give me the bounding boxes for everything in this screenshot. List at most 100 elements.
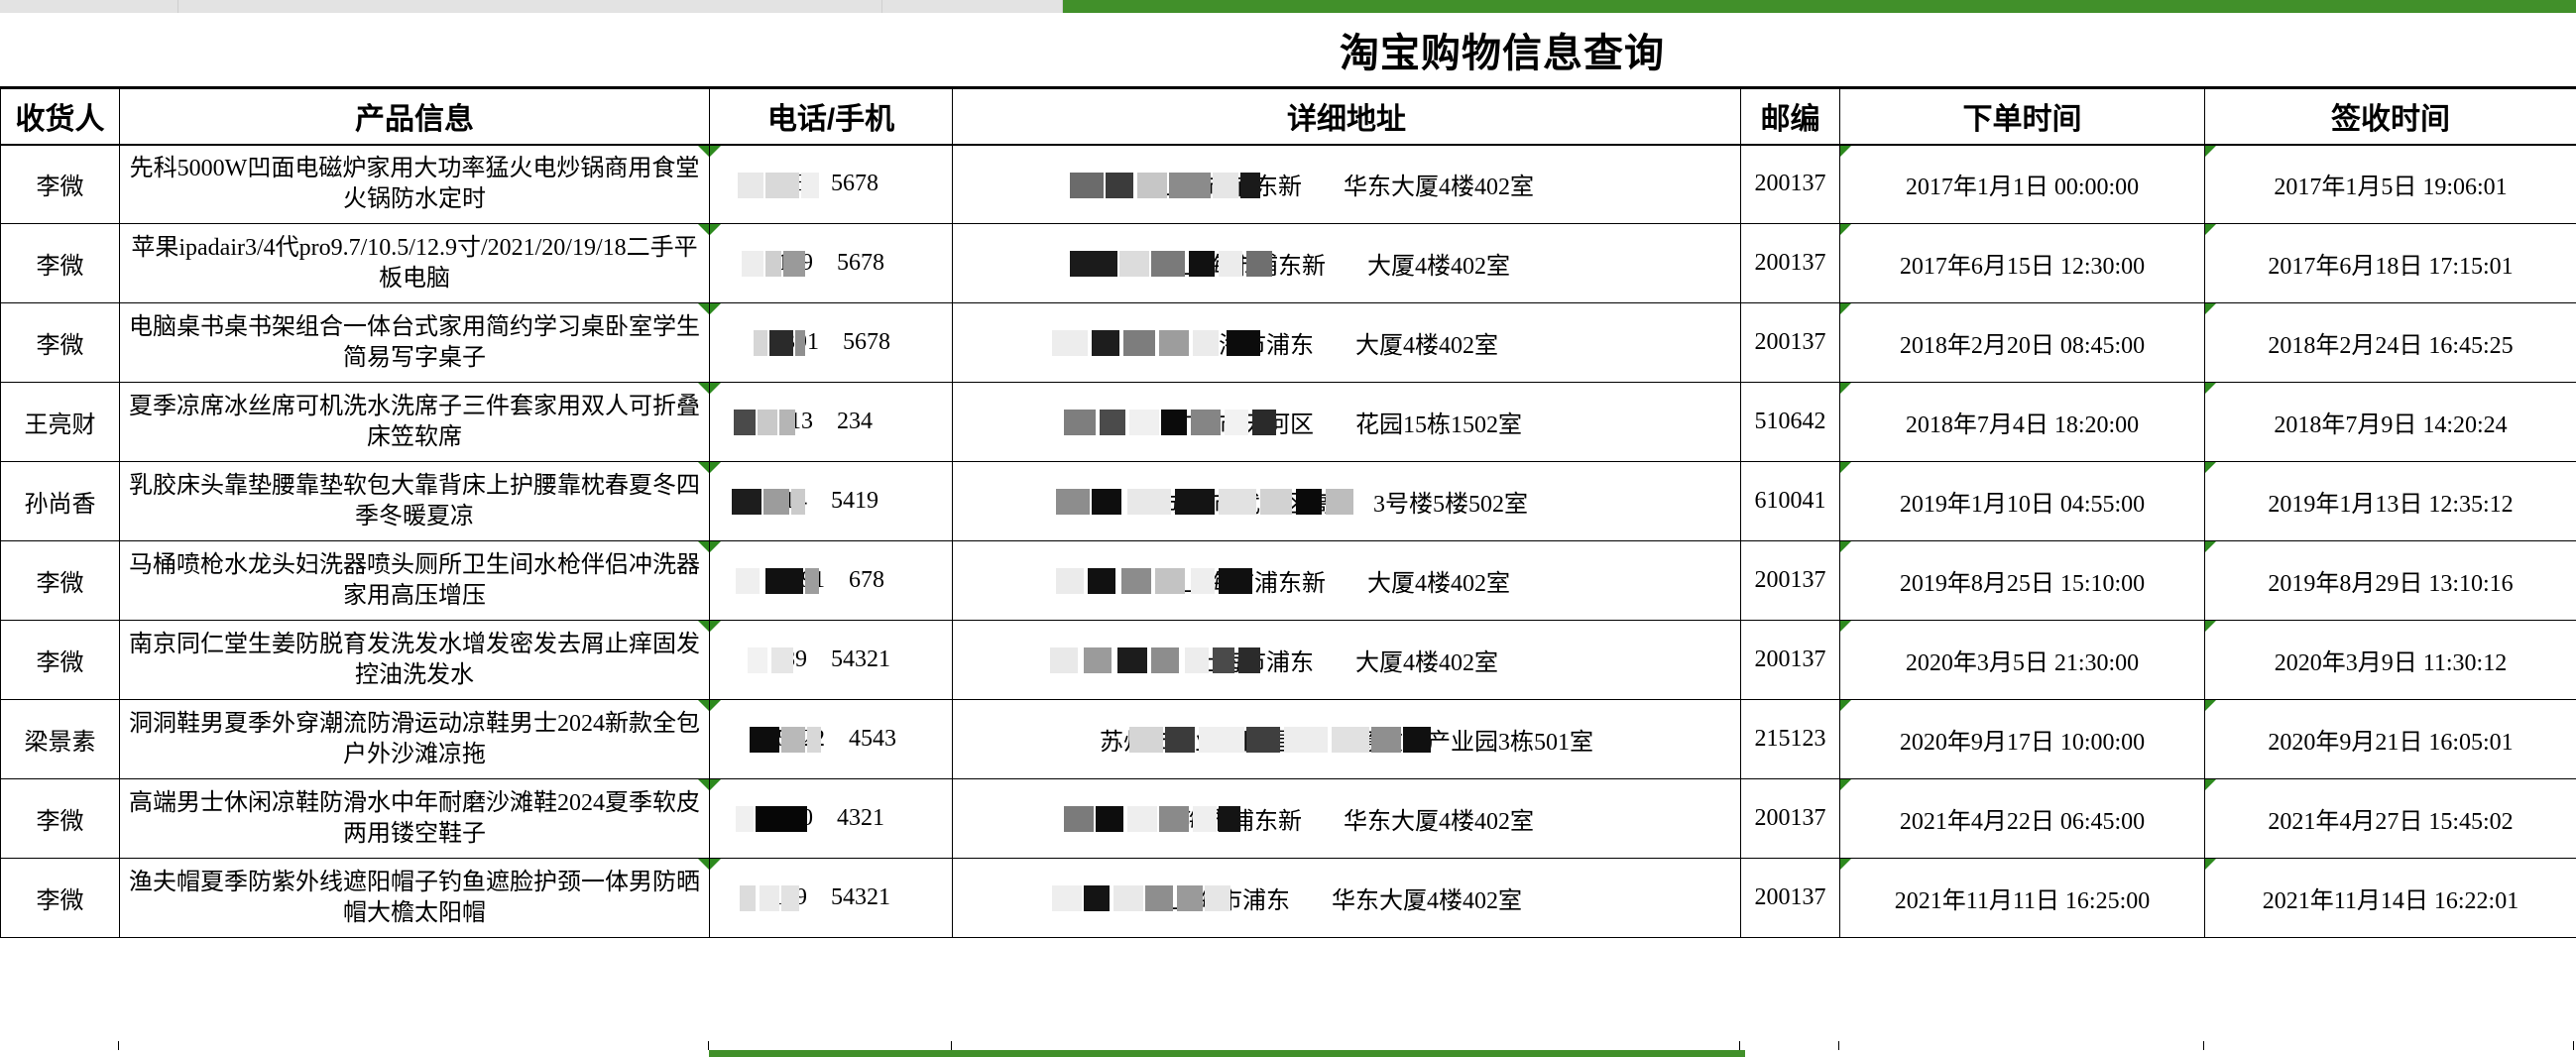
cell-recipient-name[interactable]: 李微 xyxy=(0,778,120,859)
cell-order-time[interactable]: 2021年4月22日 06:45:00 xyxy=(1839,778,2205,859)
cell-phone[interactable]: 189 54321 xyxy=(709,620,953,700)
selection-highlight-bottom[interactable] xyxy=(0,1050,2576,1057)
table-row[interactable]: 梁景素 洞洞鞋男夏季外穿潮流防滑运动凉鞋男士2024新款全包户外沙滩凉拖 15822… xyxy=(0,699,2576,779)
cell-postal-code[interactable]: 200137 xyxy=(1740,778,1840,859)
cell-sign-time[interactable]: 2021年4月27日 15:45:02 xyxy=(2204,778,2576,859)
cell-product-info[interactable]: 电脑桌书桌书架组合一体台式家用简约学习桌卧室学生简易写字桌子 xyxy=(119,302,710,383)
cell-phone[interactable]: 189 54321 xyxy=(709,858,953,938)
cell-product-info[interactable]: 苹果ipadair3/4代pro9.7/10.5/12.9寸/2021/20/1… xyxy=(119,223,710,303)
cell-order-time[interactable]: 2020年9月17日 10:00:00 xyxy=(1839,699,2205,779)
redaction-block xyxy=(805,568,819,594)
column-header-zip[interactable]: 邮编 xyxy=(1740,86,1840,146)
cell-recipient-name[interactable]: 李微 xyxy=(0,620,120,700)
cell-product-info[interactable]: 渔夫帽夏季防紫外线遮阳帽子钓鱼遮脸护颈一体男防晒帽大檐太阳帽 xyxy=(119,858,710,938)
cell-recipient-name[interactable]: 李微 xyxy=(0,223,120,303)
cell-order-time[interactable]: 2017年6月15日 12:30:00 xyxy=(1839,223,2205,303)
cell-recipient-name[interactable]: 孙尚香 xyxy=(0,461,120,541)
cell-phone[interactable]: 13 234 xyxy=(709,382,953,462)
cell-sign-time[interactable]: 2018年7月9日 14:20:24 xyxy=(2204,382,2576,462)
band-left-gap xyxy=(0,1050,709,1057)
cell-order-time[interactable]: 2018年2月20日 08:45:00 xyxy=(1839,302,2205,383)
cell-phone[interactable]: 1391 5678 xyxy=(709,302,953,383)
column-header-sign-time[interactable]: 签收时间 xyxy=(2204,86,2576,146)
cell-postal-code[interactable]: 200137 xyxy=(1740,144,1840,224)
cell-address[interactable]: 上海市浦东新 华东大厦4楼402室 xyxy=(952,778,1741,859)
selection-highlight-top[interactable] xyxy=(1063,0,2576,13)
table-row[interactable]: 李微 马桶喷枪水龙头妇洗器喷头厕所卫生间水枪伴侣冲洗器家用高压增压 1391 678… xyxy=(0,540,2576,621)
cell-address[interactable]: 上海市浦东 大厦4楼402室 xyxy=(952,302,1741,383)
cell-order-time[interactable]: 2018年7月4日 18:20:00 xyxy=(1839,382,2205,462)
cell-address[interactable]: 广州市天河区 花园15栋1502室 xyxy=(952,382,1741,462)
cell-recipient-name[interactable]: 李微 xyxy=(0,302,120,383)
cell-sign-time[interactable]: 2020年3月9日 11:30:12 xyxy=(2204,620,2576,700)
cell-product-info[interactable]: 南京同仁堂生姜防脱育发洗发水增发密发去屑止痒固发控油洗发水 xyxy=(119,620,710,700)
cell-product-info[interactable]: 乳胶床头靠垫腰靠垫软包大靠背床上护腰靠枕春夏冬四季冬暖夏凉 xyxy=(119,461,710,541)
cell-sign-time[interactable]: 2018年2月24日 16:45:25 xyxy=(2204,302,2576,383)
cell-postal-code[interactable]: 200137 xyxy=(1740,620,1840,700)
cell-phone[interactable]: 180 4321 xyxy=(709,778,953,859)
cell-product-info[interactable]: 高端男士休闲凉鞋防滑水中年耐磨沙滩鞋2024夏季软皮两用镂空鞋子 xyxy=(119,778,710,859)
cell-product-info[interactable]: 夏季凉席冰丝席可机洗水洗席子三件套家用双人可折叠床笠软席 xyxy=(119,382,710,462)
cell-phone[interactable]: 1391 678 xyxy=(709,540,953,621)
cell-recipient-name[interactable]: 李微 xyxy=(0,144,120,224)
cell-postal-code[interactable]: 200137 xyxy=(1740,223,1840,303)
cell-postal-code[interactable]: 215123 xyxy=(1740,699,1840,779)
cell-phone[interactable]: 14 5419 xyxy=(709,461,953,541)
redaction-block xyxy=(1056,568,1084,594)
cell-address[interactable]: 上海市浦东 华东大厦4楼402室 xyxy=(952,858,1741,938)
table-row[interactable]: 王亮财 夏季凉席冰丝席可机洗水洗席子三件套家用双人可折叠床笠软席 13 234 广州市… xyxy=(0,382,2576,462)
cell-address[interactable]: 上海市浦东 大厦4楼402室 xyxy=(952,620,1741,700)
address-redaction-layer xyxy=(954,225,1740,302)
cell-address[interactable]: 上海市浦东新 大厦4楼402室 xyxy=(952,223,1741,303)
cell-product-info[interactable]: 马桶喷枪水龙头妇洗器喷头厕所卫生间水枪伴侣冲洗器家用高压增压 xyxy=(119,540,710,621)
table-row[interactable]: 李微 南京同仁堂生姜防脱育发洗发水增发密发去屑止痒固发控油洗发水 189 54321… xyxy=(0,620,2576,700)
partial-cell-b xyxy=(178,0,882,13)
cell-sign-time[interactable]: 2019年1月13日 12:35:12 xyxy=(2204,461,2576,541)
cell-recipient-name[interactable]: 李微 xyxy=(0,540,120,621)
cell-address[interactable]: 苏州市工业园区星港 意文化产业园3栋501室 xyxy=(952,699,1741,779)
cell-recipient-name[interactable]: 李微 xyxy=(0,858,120,938)
cell-order-time[interactable]: 2020年3月5日 21:30:00 xyxy=(1839,620,2205,700)
phone-redaction-layer xyxy=(710,541,952,620)
redaction-block xyxy=(1213,172,1238,198)
cell-address[interactable]: 上海市浦东新 大厦4楼402室 xyxy=(952,540,1741,621)
cell-sign-time[interactable]: 2020年9月21日 16:05:01 xyxy=(2204,699,2576,779)
cell-order-time[interactable]: 2017年1月1日 00:00:00 xyxy=(1839,144,2205,224)
cell-phone[interactable]: 15822 4543 xyxy=(709,699,953,779)
table-row[interactable]: 李微 先科5000W凹面电磁炉家用大功率猛火电炒锅商用食堂火锅防水定时 13 567… xyxy=(0,144,2576,224)
cell-order-time[interactable]: 2021年11月11日 16:25:00 xyxy=(1839,858,2205,938)
cell-phone[interactable]: 13 5678 xyxy=(709,144,953,224)
cell-sign-time[interactable]: 2017年1月5日 19:06:01 xyxy=(2204,144,2576,224)
table-row[interactable]: 孙尚香 乳胶床头靠垫腰靠垫软包大靠背床上护腰靠枕春夏冬四季冬暖夏凉 14 5419 成… xyxy=(0,461,2576,541)
cell-product-info[interactable]: 洞洞鞋男夏季外穿潮流防滑运动凉鞋男士2024新款全包户外沙滩凉拖 xyxy=(119,699,710,779)
cell-postal-code[interactable]: 200137 xyxy=(1740,302,1840,383)
cell-postal-code[interactable]: 200137 xyxy=(1740,858,1840,938)
cell-sign-time[interactable]: 2019年8月29日 13:10:16 xyxy=(2204,540,2576,621)
cell-postal-code[interactable]: 200137 xyxy=(1740,540,1840,621)
column-header-name[interactable]: 收货人 xyxy=(0,86,120,146)
cell-order-time[interactable]: 2019年8月25日 15:10:00 xyxy=(1839,540,2205,621)
table-row[interactable]: 李微 电脑桌书桌书架组合一体台式家用简约学习桌卧室学生简易写字桌子 1391 567… xyxy=(0,302,2576,383)
comment-marker-icon xyxy=(1840,621,1851,632)
column-header-order-time[interactable]: 下单时间 xyxy=(1839,86,2205,146)
cell-postal-code[interactable]: 510642 xyxy=(1740,382,1840,462)
cell-address[interactable]: 成都市武侯区高 3号楼5楼502室 xyxy=(952,461,1741,541)
redaction-block xyxy=(742,251,763,277)
cell-recipient-name[interactable]: 梁景素 xyxy=(0,699,120,779)
cell-order-time[interactable]: 2019年1月10日 04:55:00 xyxy=(1839,461,2205,541)
cell-sign-time[interactable]: 2021年11月14日 16:22:01 xyxy=(2204,858,2576,938)
table-row[interactable]: 李微 渔夫帽夏季防紫外线遮阳帽子钓鱼遮脸护颈一体男防晒帽大檐太阳帽 189 5432… xyxy=(0,858,2576,938)
column-header-product[interactable]: 产品信息 xyxy=(119,86,710,146)
cell-product-info[interactable]: 先科5000W凹面电磁炉家用大功率猛火电炒锅商用食堂火锅防水定时 xyxy=(119,144,710,224)
column-header-phone[interactable]: 电话/手机 xyxy=(709,86,953,146)
cell-recipient-name[interactable]: 王亮财 xyxy=(0,382,120,462)
cell-address[interactable]: 上海市浦东新 华东大厦4楼402室 xyxy=(952,144,1741,224)
partial-cell-name xyxy=(0,1041,119,1050)
table-row[interactable]: 李微 苹果ipadair3/4代pro9.7/10.5/12.9寸/2021/20… xyxy=(0,223,2576,303)
purchase-info-table: 收货人 产品信息 电话/手机 详细地址 邮编 下单时间 签收时间 李微 先科500… xyxy=(0,86,2576,938)
cell-sign-time[interactable]: 2017年6月18日 17:15:01 xyxy=(2204,223,2576,303)
cell-phone[interactable]: 139 5678 xyxy=(709,223,953,303)
table-row[interactable]: 李微 高端男士休闲凉鞋防滑水中年耐磨沙滩鞋2024夏季软皮两用镂空鞋子 180 43… xyxy=(0,778,2576,859)
column-header-address[interactable]: 详细地址 xyxy=(952,86,1741,146)
cell-postal-code[interactable]: 610041 xyxy=(1740,461,1840,541)
